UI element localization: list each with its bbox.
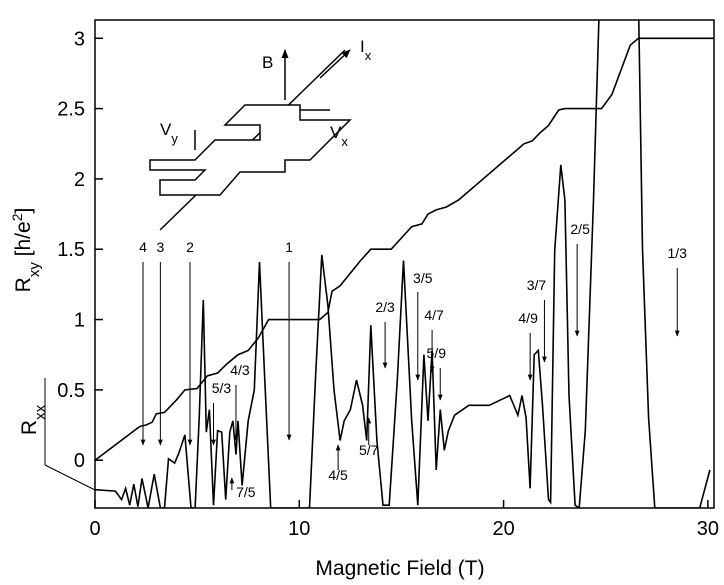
y-tick-label: 2.5 — [57, 99, 85, 121]
inset-schematic — [149, 49, 352, 231]
y-axis-label: Rxy [h/e2] — [9, 208, 43, 293]
filling-factor-label: 2 — [186, 239, 194, 255]
plot-frame — [94, 19, 715, 509]
label-subscript: x — [365, 48, 372, 63]
filling-factor-label: 1/3 — [667, 245, 687, 261]
inset-label: Vy — [160, 120, 178, 146]
filling-factor-label: 4/7 — [424, 307, 444, 323]
x-tick-label: 0 — [89, 518, 100, 540]
inset-label: Vx — [330, 123, 348, 149]
label-part: R — [12, 277, 35, 292]
y-tick-label: 1 — [74, 310, 85, 332]
y-tick-label: 3 — [74, 28, 85, 50]
label-part: [h/e — [12, 221, 35, 262]
label-subscript: xx — [32, 404, 49, 420]
filling-factor-label: 4/9 — [518, 310, 538, 326]
filling-factor-label: 4/5 — [328, 467, 348, 483]
x-tick-label: 10 — [288, 518, 310, 540]
data-line — [95, 20, 711, 508]
inset-label: B — [262, 53, 273, 72]
data-line — [95, 37, 714, 461]
label-part: V — [160, 120, 172, 139]
label-subscript: x — [341, 134, 348, 149]
filling-factor-label: 5/7 — [359, 442, 379, 458]
label-subscript: xy — [26, 262, 43, 278]
label-subscript: y — [171, 131, 178, 146]
current-arrow — [319, 49, 351, 79]
filling-factor-label: 3 — [156, 239, 164, 255]
label-part: V — [330, 123, 342, 142]
filling-factor-label: 3/7 — [527, 277, 547, 293]
label-part: R — [18, 420, 41, 435]
x-tick-label: 20 — [492, 518, 514, 540]
filling-factor-label: 2/5 — [570, 221, 590, 237]
filling-factor-label: 5/3 — [212, 380, 232, 396]
plot-area — [95, 20, 714, 508]
filling-factor-label: 4 — [139, 239, 147, 255]
filling-factor-label: 2/3 — [375, 299, 395, 315]
x-tick-label: 30 — [697, 518, 719, 540]
inset-label: Ix — [360, 37, 372, 63]
y-tick-label: 2 — [74, 169, 85, 191]
filling-factor-label: 5/9 — [427, 345, 447, 361]
filling-factor-label: 7/5 — [236, 484, 256, 500]
y-axis-label-rxx: Rxx — [18, 404, 49, 435]
label-part: ] — [12, 208, 35, 214]
filling-factor-label: 3/5 — [413, 270, 433, 286]
filling-factor-label: 1 — [285, 239, 293, 255]
rxx-bracket — [44, 464, 96, 491]
label-superscript: 2 — [9, 213, 25, 221]
hall-bar — [149, 104, 352, 196]
filling-factor-label: 4/3 — [230, 362, 250, 378]
y-tick-label: 1.5 — [57, 239, 85, 261]
y-tick-label: 0.5 — [57, 380, 85, 402]
label-part: B — [262, 53, 273, 72]
y-tick-label: 0 — [74, 450, 85, 472]
x-axis-label: Magnetic Field (T) — [315, 557, 484, 580]
label-part: I — [360, 37, 365, 56]
